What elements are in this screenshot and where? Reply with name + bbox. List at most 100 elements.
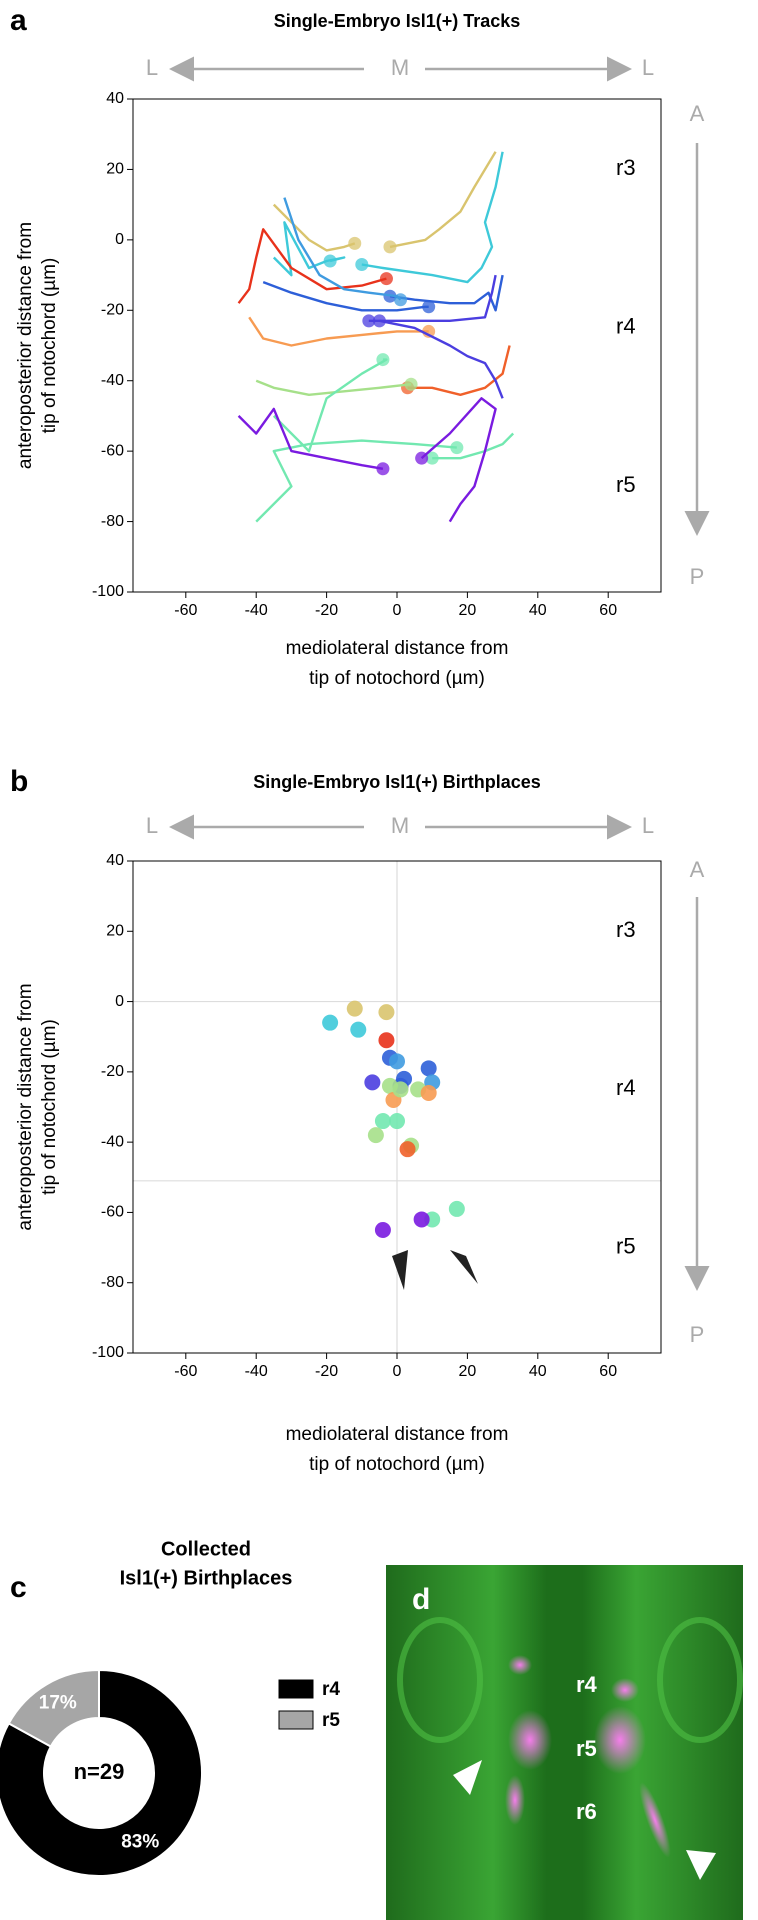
y-tick-label: 40 xyxy=(106,852,124,869)
region-label: r5 xyxy=(616,1233,636,1258)
track-end xyxy=(379,272,393,286)
track xyxy=(255,439,457,523)
x-tick-label: 20 xyxy=(459,1363,477,1380)
chart-title: Isl1(+) Birthplaces xyxy=(120,1567,293,1589)
y-tick-label: 20 xyxy=(106,923,124,940)
region-label: r4 xyxy=(616,1075,636,1100)
track xyxy=(420,397,497,523)
birthplace-point xyxy=(346,1000,363,1017)
x-tick-label: -20 xyxy=(315,602,338,619)
track xyxy=(361,151,504,284)
birthplace-point xyxy=(374,1222,391,1238)
y-tick-label: -60 xyxy=(101,442,124,459)
y-tick-label: 0 xyxy=(115,231,124,248)
birthplace-point xyxy=(420,1060,437,1077)
arrowhead xyxy=(450,1250,478,1284)
arrowhead xyxy=(392,1250,408,1290)
region-label: r5 xyxy=(576,1736,597,1761)
birthplace-point xyxy=(399,1141,416,1158)
plot-frame xyxy=(132,98,662,593)
x-axis-label: tip of notochord (µm) xyxy=(309,1454,485,1475)
chart-title: Collected xyxy=(161,1538,251,1560)
center-label: n=29 xyxy=(74,1759,125,1784)
x-tick-label: 0 xyxy=(393,1363,402,1380)
track-end xyxy=(394,293,408,307)
legend-label: r4 xyxy=(322,1679,340,1700)
panel-label: c xyxy=(10,1571,27,1604)
birthplace-point xyxy=(392,1081,409,1098)
y-axis-label: anteroposterior distance from xyxy=(15,222,36,469)
direction-label: M xyxy=(391,813,409,838)
track-end xyxy=(383,240,397,254)
region-label: r4 xyxy=(616,314,636,339)
x-tick-label: -40 xyxy=(245,602,268,619)
track xyxy=(379,319,504,399)
direction-label: L xyxy=(146,55,158,80)
y-tick-label: -100 xyxy=(92,1344,124,1361)
birthplace-point xyxy=(378,1032,395,1049)
y-tick-label: -40 xyxy=(101,372,124,389)
legend-swatch xyxy=(278,1710,314,1730)
slice-label: 17% xyxy=(39,1692,77,1713)
x-tick-label: 0 xyxy=(393,602,402,619)
track xyxy=(283,197,402,301)
birthplace-point xyxy=(389,1053,405,1070)
track xyxy=(272,203,356,252)
charts: a Single-Embryo Isl1(+) Tracks L M L A Pr3 r4 r5… xyxy=(0,4,710,1877)
track xyxy=(248,316,429,347)
y-tick-label: 40 xyxy=(106,90,124,107)
panel-label: d xyxy=(412,1583,430,1616)
track-end xyxy=(415,451,429,465)
panel-label: b xyxy=(10,765,28,798)
track-end xyxy=(348,236,362,250)
direction-label: L xyxy=(146,813,158,838)
track-end xyxy=(323,254,337,268)
x-tick-label: -20 xyxy=(315,1363,338,1380)
direction-label: P xyxy=(690,1322,705,1347)
x-axis-label: tip of notochord (µm) xyxy=(309,668,485,689)
x-tick-label: -60 xyxy=(174,602,197,619)
slice-label: 83% xyxy=(121,1832,159,1853)
y-tick-label: -20 xyxy=(101,302,124,319)
birthplace-point xyxy=(389,1113,405,1130)
birthplace-point xyxy=(448,1200,465,1217)
y-axis-label: anteroposterior distance from xyxy=(15,983,36,1230)
track-end xyxy=(404,377,418,391)
panel-label: a xyxy=(10,4,27,37)
birthplace-point xyxy=(364,1074,381,1091)
direction-label: A xyxy=(690,101,705,126)
x-axis-label: mediolateral distance from xyxy=(286,638,509,659)
track-end xyxy=(376,353,390,367)
track xyxy=(272,358,388,453)
track xyxy=(272,221,346,277)
legend-swatch xyxy=(278,1679,314,1699)
track xyxy=(255,379,412,396)
legend-label: r5 xyxy=(322,1710,340,1731)
chart-title: Single-Embryo Isl1(+) Tracks xyxy=(274,11,521,31)
birthplace-point xyxy=(367,1127,384,1144)
track xyxy=(237,407,384,470)
x-axis-label: mediolateral distance from xyxy=(286,1424,509,1445)
direction-label: P xyxy=(690,564,705,589)
region-label: r5 xyxy=(616,472,636,497)
track xyxy=(368,274,497,322)
direction-label: A xyxy=(690,857,705,882)
y-axis-label: tip of notochord (µm) xyxy=(39,258,60,434)
donut-slice xyxy=(7,1668,100,1748)
birthplace-point xyxy=(350,1021,367,1038)
region-label: r3 xyxy=(616,917,636,942)
y-tick-label: -80 xyxy=(101,1274,124,1291)
y-tick-label: -100 xyxy=(92,583,124,600)
micrograph: d r4 r5 r6 xyxy=(386,1565,743,1920)
region-label: r3 xyxy=(616,155,636,180)
track-end xyxy=(376,462,390,476)
track xyxy=(389,151,497,249)
track-end xyxy=(422,324,436,338)
y-tick-label: -60 xyxy=(101,1204,124,1221)
y-tick-label: -80 xyxy=(101,513,124,530)
direction-label: M xyxy=(391,55,409,80)
y-axis-label: tip of notochord (µm) xyxy=(39,1019,60,1195)
track-end xyxy=(362,314,376,328)
chart-title: Single-Embryo Isl1(+) Birthplaces xyxy=(253,772,541,792)
